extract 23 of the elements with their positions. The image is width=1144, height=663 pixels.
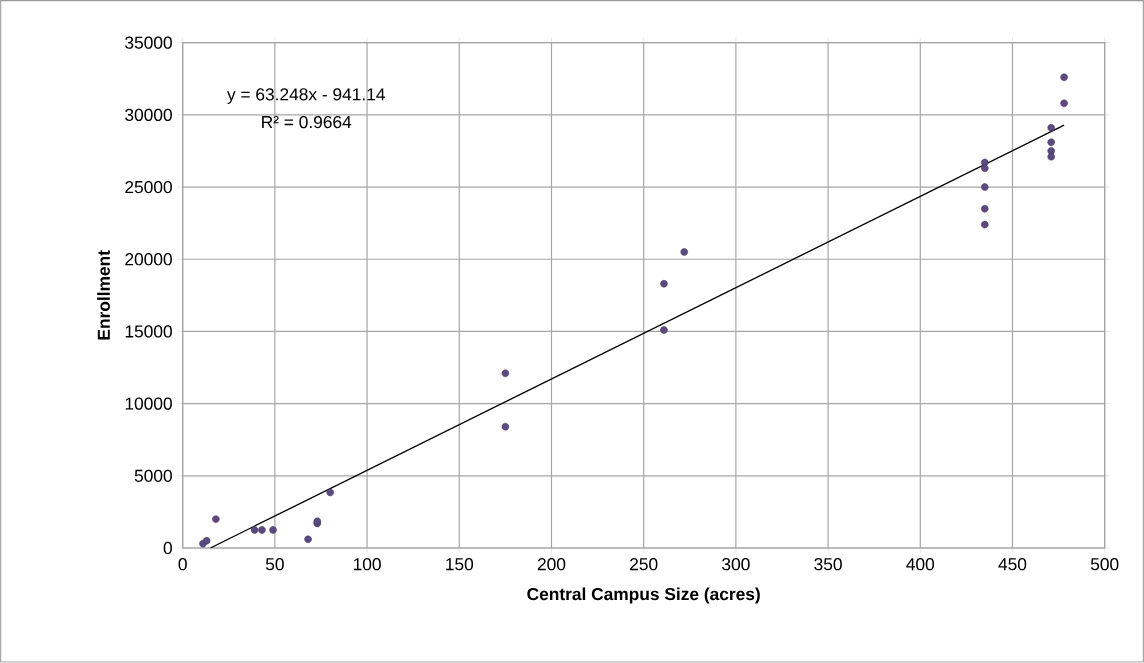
x-tick-label: 200 bbox=[537, 558, 566, 571]
x-tick-label: 150 bbox=[446, 558, 474, 571]
x-tick-label: 500 bbox=[1090, 558, 1119, 571]
y-tick-label: 25000 bbox=[125, 181, 172, 194]
y-tick-label: 5000 bbox=[134, 469, 172, 483]
x-tick-label: 50 bbox=[265, 558, 284, 571]
annotation: y = 63.248x - 941.14 bbox=[227, 88, 385, 105]
x-tick-label: 250 bbox=[630, 558, 658, 571]
y-tick-label: 35000 bbox=[125, 36, 172, 49]
x-tick-label: 350 bbox=[814, 558, 842, 571]
x-tick-label: 450 bbox=[998, 558, 1027, 571]
x-tick-label: 100 bbox=[353, 558, 381, 571]
y-tick-label: 20000 bbox=[125, 253, 172, 266]
y-axis-title: Enrollment bbox=[97, 250, 110, 340]
x-tick-label: 400 bbox=[906, 558, 935, 571]
annotation: R² = 0.9664 bbox=[262, 116, 352, 129]
y-tick-label: 0 bbox=[163, 542, 172, 555]
y-tick-label: 10000 bbox=[125, 397, 172, 410]
y-tick-label: 15000 bbox=[125, 325, 172, 338]
y-tick-label: 30000 bbox=[125, 108, 172, 122]
x-tick-label: 300 bbox=[722, 558, 750, 571]
x-axis-title: Central Campus Size (acres) bbox=[527, 587, 760, 604]
x-tick-label: 0 bbox=[178, 558, 187, 571]
